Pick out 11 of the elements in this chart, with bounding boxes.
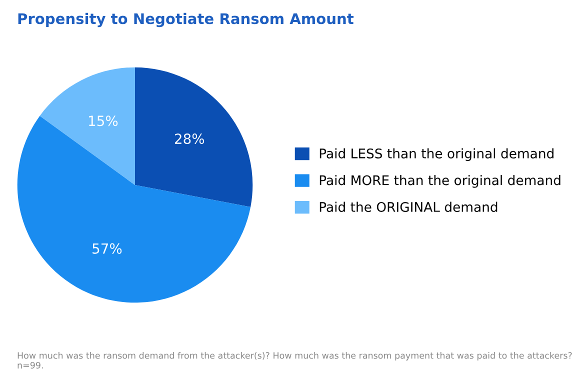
pie-slice xyxy=(135,67,253,208)
legend-label: Paid MORE than the original demand xyxy=(320,175,560,188)
chart-title: Propensity to Negotiate Ransom Amount xyxy=(18,12,354,28)
text: How much was the ransom demand from the attacker(s)? How much was the ransom payment that was paid to the attackers? n=99. xyxy=(18,352,572,369)
pie-slice xyxy=(17,116,251,303)
data-label: 15% xyxy=(89,116,118,126)
legend-label: Paid LESS than the original demand xyxy=(320,148,554,162)
pie-slice xyxy=(40,67,135,185)
data-label: 28% xyxy=(174,134,204,144)
data-label: 57% xyxy=(92,243,122,254)
legend-label: Paid the ORIGINAL demand xyxy=(320,202,498,212)
